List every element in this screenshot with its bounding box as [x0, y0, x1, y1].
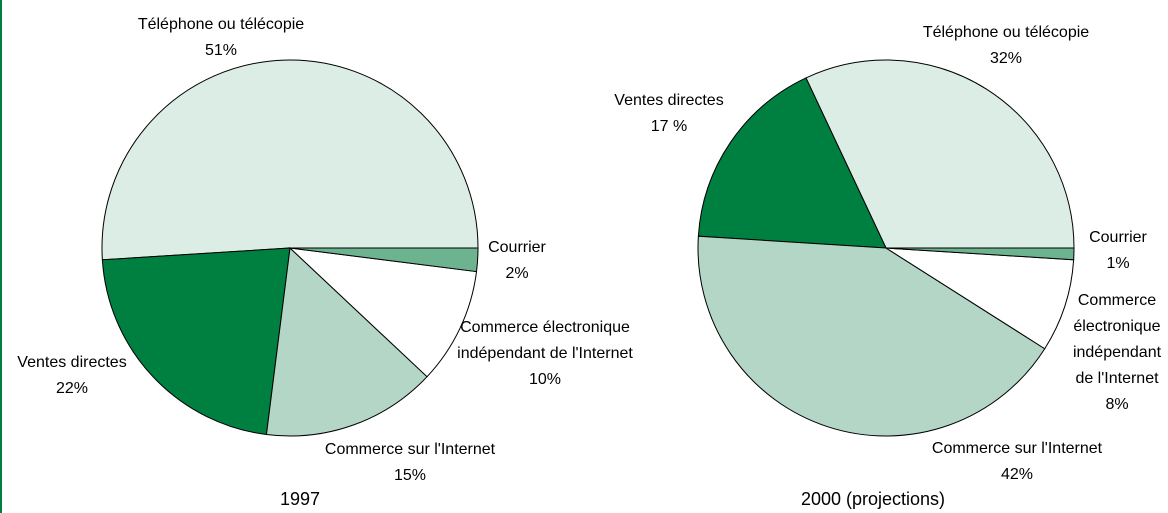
- pie-slice: [288, 247, 478, 378]
- pie-slice: [805, 59, 1075, 249]
- slice-value-label: 51%: [204, 42, 238, 59]
- slice-value-label: 22%: [55, 380, 89, 397]
- chart-title: 2000 (projections): [800, 489, 946, 509]
- slice-label: Ventes directes: [17, 354, 127, 371]
- slice-value-label: 10%: [528, 371, 562, 388]
- pie-slice: [101, 247, 291, 436]
- slice-label: Téléphone ou télécopie: [137, 16, 305, 33]
- left-border: [0, 0, 2, 513]
- chart-title: 1997: [279, 489, 321, 509]
- slice-value-label: 15%: [393, 467, 427, 484]
- slice-label: Téléphone ou télécopie: [922, 24, 1090, 41]
- pie-slice: [289, 247, 479, 273]
- slice-value-label: 8%: [1105, 396, 1129, 413]
- slice-label: Commerce sur l'Internet: [931, 440, 1103, 457]
- slice-label: Ventes directes: [614, 92, 724, 109]
- pie-slice: [101, 59, 479, 261]
- slice-value-label: 42%: [1000, 466, 1034, 483]
- slice-label: Courrier: [488, 239, 546, 256]
- pie-slice: [697, 235, 1046, 437]
- pie-slice: [885, 247, 1075, 261]
- slice-value-label: 32%: [989, 50, 1023, 67]
- slice-label: Commerce électronique indépendant de l'I…: [1072, 292, 1162, 387]
- pie-slice: [885, 247, 1075, 350]
- pie-slice: [697, 77, 887, 249]
- slice-value-label: 2%: [505, 265, 529, 282]
- pie-slice: [265, 246, 428, 437]
- slice-label: Commerce sur l'Internet: [324, 441, 496, 458]
- slice-value-label: 17 %: [650, 118, 688, 135]
- slice-label: Commerce électronique indépendant de l'I…: [457, 319, 633, 362]
- slice-label: Courrier: [1089, 229, 1147, 246]
- slice-value-label: 1%: [1106, 255, 1130, 272]
